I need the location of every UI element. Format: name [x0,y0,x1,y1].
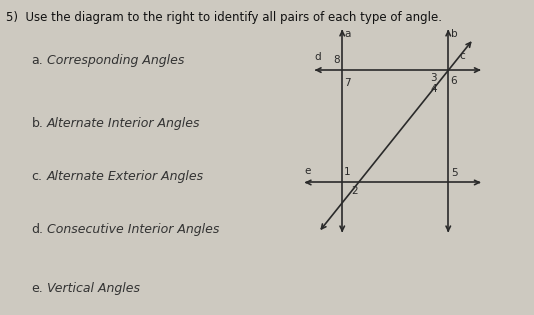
Text: 6: 6 [450,76,457,86]
Text: 5: 5 [451,168,458,178]
Text: Corresponding Angles: Corresponding Angles [47,54,184,67]
Text: d.: d. [32,223,44,236]
Text: 5)  Use the diagram to the right to identify all pairs of each type of angle.: 5) Use the diagram to the right to ident… [6,11,443,24]
Text: b.: b. [32,117,44,130]
Text: Consecutive Interior Angles: Consecutive Interior Angles [47,223,219,236]
Text: Vertical Angles: Vertical Angles [47,282,140,295]
Text: 4: 4 [430,84,437,94]
Text: c: c [459,51,465,61]
Text: 1: 1 [344,167,350,177]
Text: b: b [451,29,458,39]
Text: d: d [315,52,321,62]
Text: a.: a. [32,54,43,67]
Text: 8: 8 [333,55,340,66]
Text: e: e [304,166,311,176]
Text: 7: 7 [344,78,351,88]
Text: c.: c. [32,170,43,183]
Text: Alternate Exterior Angles: Alternate Exterior Angles [47,170,204,183]
Text: 2: 2 [351,186,358,196]
Text: Alternate Interior Angles: Alternate Interior Angles [47,117,200,130]
Text: a: a [345,29,351,39]
Text: e.: e. [32,282,43,295]
Text: 3: 3 [430,73,437,83]
